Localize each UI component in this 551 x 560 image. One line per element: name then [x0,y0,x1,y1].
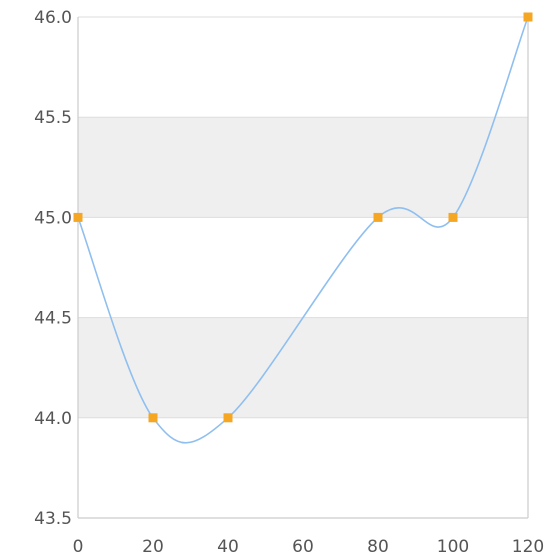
y-tick-label: 45.5 [34,108,72,128]
data-point [523,12,533,22]
data-point [448,212,458,222]
data-point [223,413,233,423]
series-line [77,16,529,444]
y-tick-label: 44.5 [34,309,72,329]
x-axis-tick-labels: 0 20 40 60 80 100 120 [73,537,545,557]
y-axis-tick-labels: 43.5 44.0 44.5 45.0 45.5 46.0 [34,8,72,529]
y-tick-label: 44.0 [34,409,72,429]
background-band [78,317,528,418]
x-tick-label: 0 [73,537,84,557]
x-tick-label: 60 [292,537,314,557]
y-tick-label: 43.5 [34,509,72,529]
data-point [73,212,83,222]
data-point [373,212,383,222]
alternating-bands [78,117,528,418]
gridlines [78,16,528,519]
data-point [148,413,158,423]
x-tick-label: 80 [367,537,389,557]
data-markers [73,12,533,423]
x-tick-label: 40 [217,537,239,557]
background-band [78,117,528,218]
x-tick-label: 100 [437,537,469,557]
x-tick-label: 20 [142,537,164,557]
series [77,16,529,444]
axes [77,17,529,519]
x-tick-label: 120 [512,537,544,557]
y-tick-label: 46.0 [34,8,72,28]
y-tick-label: 45.0 [34,208,72,228]
